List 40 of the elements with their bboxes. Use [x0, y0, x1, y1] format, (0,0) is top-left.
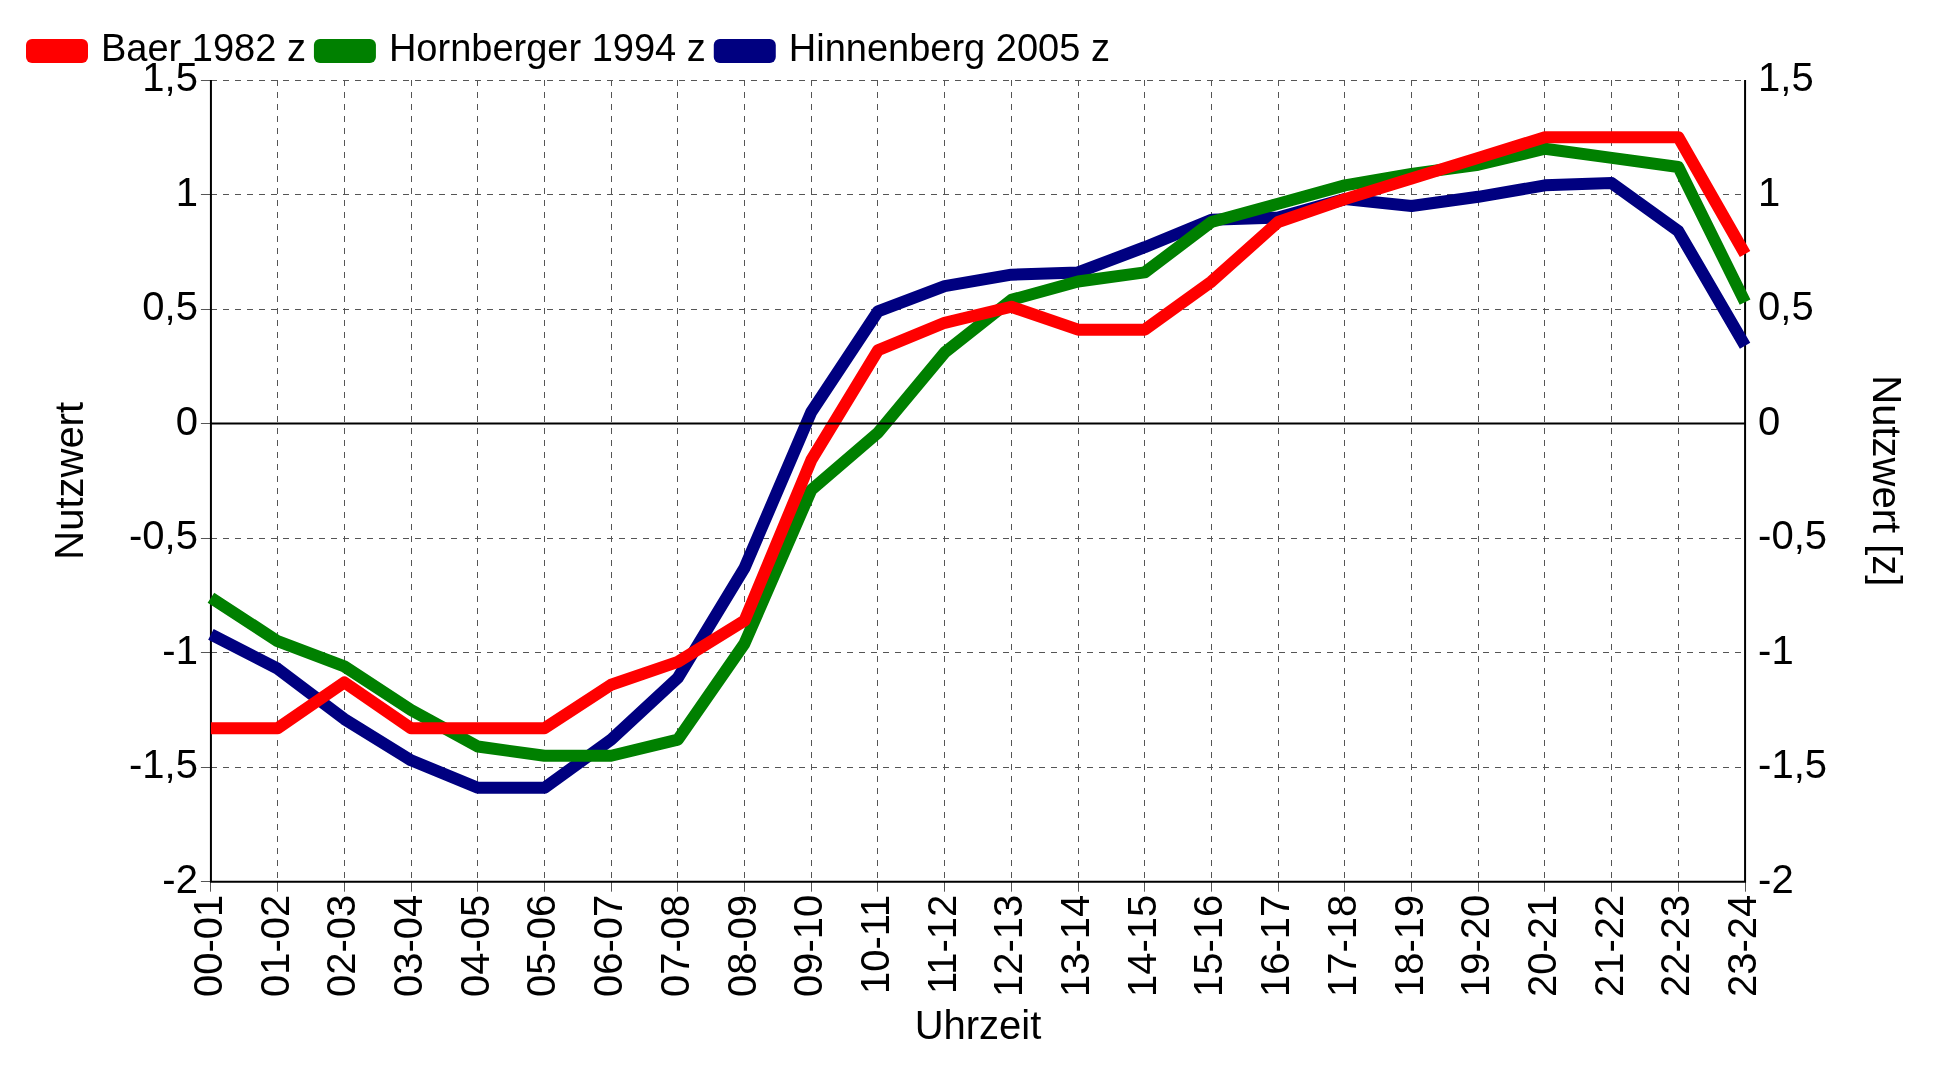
y-tick-label: -0,5: [128, 513, 198, 558]
y2-tick-label: 0,5: [1758, 284, 1814, 329]
x-tick-label: 19-20: [1453, 894, 1498, 998]
y2-tick-label: 1: [1758, 169, 1781, 214]
x-tick-label: 13-14: [1053, 894, 1098, 998]
x-tick-label: 22-23: [1653, 894, 1698, 998]
x-tick-label: 07-08: [652, 894, 697, 998]
y-tick-label: -1,5: [128, 742, 198, 787]
x-tick-label: 17-18: [1319, 894, 1364, 998]
y2-tick-label: -1,5: [1758, 742, 1828, 787]
x-tick-label: 02-03: [319, 894, 364, 998]
x-tick-label: 05-06: [519, 894, 564, 998]
x-tick-label: 10-11: [852, 894, 897, 995]
x-tick-label: 21-22: [1586, 894, 1631, 998]
y-tick-label: 0,5: [142, 284, 198, 329]
legend-label: Hinnenberg 2005 z: [788, 27, 1110, 70]
y2-axis-title: Nutzwert [z]: [1864, 375, 1909, 587]
y-tick-label: 1: [175, 169, 198, 214]
x-tick-label: 11-12: [919, 894, 964, 995]
x-tick-label: 18-19: [1386, 894, 1431, 998]
y-tick-label: -1: [162, 627, 198, 672]
x-axis-title: Uhrzeit: [914, 1003, 1042, 1048]
legend-label: Hornberger 1994 z: [388, 27, 706, 70]
y-axis-title: Nutzwert: [47, 401, 92, 560]
x-tick-label: 08-09: [719, 894, 764, 998]
y2-tick-label: -0,5: [1758, 513, 1828, 558]
x-tick-label: 01-02: [252, 894, 297, 998]
x-tick-label: 03-04: [386, 894, 431, 998]
x-tick-label: 14-15: [1119, 894, 1164, 998]
x-tick-label: 12-13: [986, 894, 1031, 998]
y2-tick-label: 1,5: [1758, 55, 1814, 100]
y2-tick-label: 0: [1758, 398, 1781, 443]
x-tick-label: 06-07: [586, 894, 631, 998]
x-tick-label: 15-16: [1186, 894, 1231, 998]
y2-tick-label: -1: [1758, 627, 1794, 672]
x-tick-label: 04-05: [452, 894, 497, 998]
x-tick-label: 16-17: [1253, 894, 1298, 998]
x-tick-label: 09-10: [786, 894, 831, 998]
x-tick-label: 20-21: [1520, 894, 1564, 998]
y-tick-label: 0: [175, 398, 198, 443]
